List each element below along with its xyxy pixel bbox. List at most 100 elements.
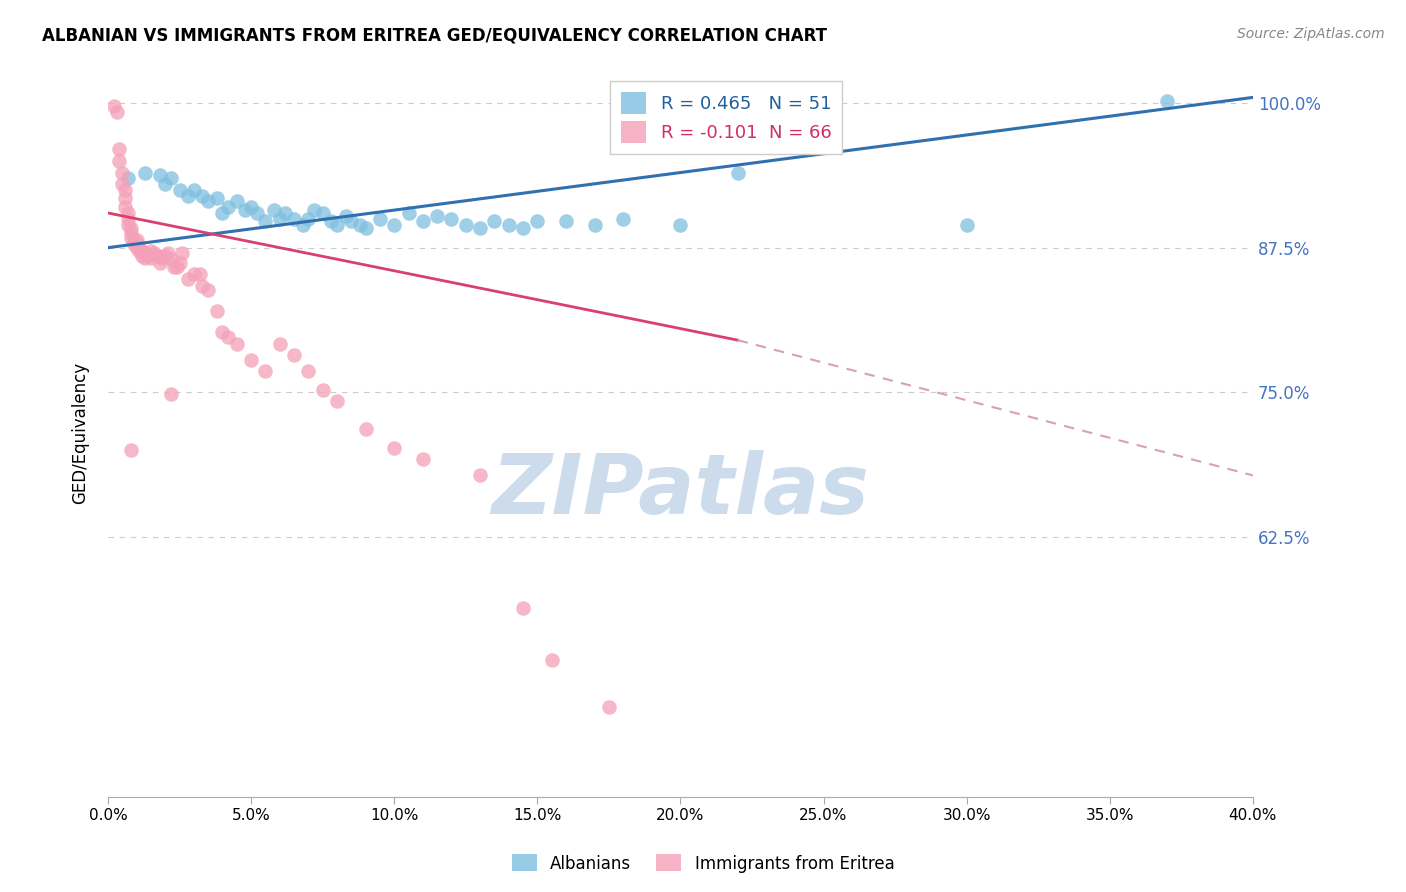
Point (111, 177, 134, 191)
Point (211, 206, 233, 220)
Point (297, 211, 319, 226)
Point (148, 256, 170, 270)
Point (117, 211, 139, 226)
Legend: Albanians, Immigrants from Eritrea: Albanians, Immigrants from Eritrea (505, 847, 901, 880)
Point (454, 218, 477, 232)
Point (283, 211, 305, 226)
Point (326, 218, 349, 232)
Point (311, 383, 333, 397)
Point (368, 211, 391, 226)
Point (134, 251, 156, 265)
Point (225, 336, 247, 351)
Point (311, 206, 333, 220)
Point (235, 202, 257, 217)
Point (335, 210, 357, 224)
Point (131, 244, 153, 259)
Point (155, 177, 177, 191)
Point (540, 653, 562, 667)
Point (349, 218, 371, 232)
Point (117, 206, 139, 220)
Point (498, 218, 520, 232)
Point (103, 98, 125, 112)
Point (128, 244, 150, 259)
Point (114, 183, 136, 197)
Point (114, 200, 136, 214)
Point (340, 214, 363, 228)
Point (412, 214, 434, 228)
Point (177, 188, 200, 202)
Point (263, 202, 285, 217)
Text: Source: ZipAtlas.com: Source: ZipAtlas.com (1237, 27, 1385, 41)
Point (217, 329, 239, 343)
Point (139, 251, 162, 265)
Point (326, 394, 349, 409)
Point (150, 251, 173, 265)
Point (160, 171, 183, 186)
Point (302, 202, 325, 217)
Point (205, 304, 228, 318)
Point (727, 165, 749, 179)
Point (612, 211, 634, 226)
Point (120, 221, 142, 235)
Point (197, 284, 219, 298)
Point (1156, 94, 1178, 108)
Point (148, 168, 170, 182)
Point (291, 218, 314, 232)
Point (125, 241, 148, 255)
Point (321, 214, 343, 228)
Point (240, 200, 263, 214)
Point (956, 218, 979, 232)
Point (108, 153, 131, 168)
Point (412, 452, 434, 467)
Point (169, 183, 191, 197)
Point (166, 260, 188, 275)
Point (172, 246, 194, 260)
Point (142, 246, 165, 260)
Point (120, 231, 142, 245)
Point (484, 214, 506, 228)
Point (669, 218, 692, 232)
Point (177, 272, 200, 286)
Point (269, 336, 291, 351)
Point (163, 260, 186, 275)
Point (354, 221, 377, 235)
Point (512, 221, 534, 235)
Legend: R = 0.465   N = 51, R = -0.101  N = 66: R = 0.465 N = 51, R = -0.101 N = 66 (610, 81, 842, 154)
Point (440, 211, 463, 226)
Point (114, 191, 136, 205)
Point (122, 233, 145, 247)
Point (111, 165, 134, 179)
Point (169, 256, 191, 270)
Point (160, 252, 183, 267)
Point (254, 214, 277, 228)
Point (183, 267, 205, 281)
Text: ALBANIAN VS IMMIGRANTS FROM ERITREA GED/EQUIVALENCY CORRELATION CHART: ALBANIAN VS IMMIGRANTS FROM ERITREA GED/… (42, 27, 827, 45)
Point (468, 468, 491, 483)
Point (283, 348, 305, 362)
Point (117, 218, 139, 232)
Point (155, 249, 177, 263)
Point (426, 210, 449, 224)
Point (274, 206, 297, 220)
Point (131, 249, 153, 263)
Point (120, 226, 142, 240)
Point (217, 200, 239, 214)
Point (120, 442, 142, 457)
Point (598, 699, 620, 714)
Point (117, 171, 139, 186)
Point (254, 364, 277, 378)
Point (145, 249, 167, 263)
Point (382, 441, 405, 455)
Point (157, 246, 180, 260)
Point (122, 237, 145, 252)
Point (205, 191, 228, 205)
Point (468, 221, 491, 235)
Point (128, 241, 150, 255)
Point (139, 244, 162, 259)
Point (191, 278, 214, 293)
Point (512, 601, 534, 615)
Point (105, 105, 128, 120)
Point (211, 325, 233, 339)
Point (148, 249, 170, 263)
Point (398, 206, 420, 220)
